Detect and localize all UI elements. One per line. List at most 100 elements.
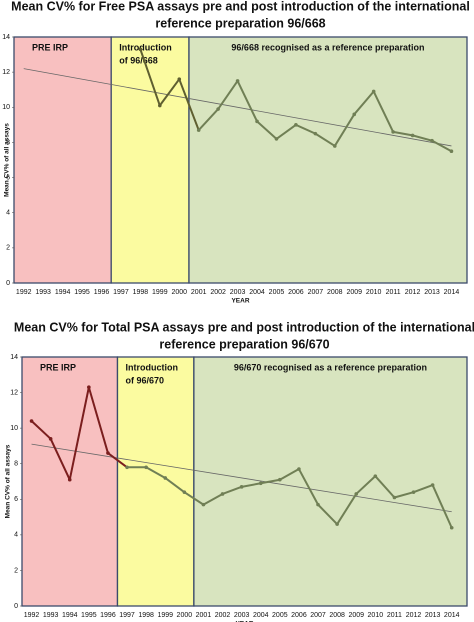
x-tick-label: 2002: [215, 612, 231, 619]
x-tick-label: 2001: [196, 612, 212, 619]
line-segment: [236, 80, 258, 122]
x-tick-label: 2005: [272, 612, 288, 619]
line-segment: [279, 468, 300, 481]
point: [392, 495, 397, 500]
x-tick-label: 1998: [133, 289, 149, 296]
point: [216, 107, 220, 111]
x-tick-label: 2009: [348, 612, 364, 619]
x-tick-label: 1992: [24, 612, 40, 619]
point: [163, 476, 168, 480]
x-tick-label: 1994: [55, 289, 71, 296]
line-segment: [107, 452, 128, 469]
x-tick-label: 1999: [157, 612, 173, 619]
line-segment: [355, 475, 377, 495]
line-segment: [336, 493, 358, 525]
line-segment: [412, 134, 433, 142]
x-tick-label: 2012: [406, 612, 422, 619]
y-tick-label: 2: [14, 567, 18, 574]
point: [352, 112, 357, 117]
line-segment: [183, 491, 204, 506]
point: [274, 137, 279, 141]
x-tick-label: 2007: [308, 289, 324, 296]
region: [188, 36, 468, 284]
point: [430, 483, 435, 487]
x-tick-label: 1995: [81, 612, 97, 619]
y-tick-label: 10: [2, 104, 10, 111]
point: [449, 525, 454, 530]
line-segment: [217, 80, 239, 110]
line-segment: [260, 478, 281, 485]
line-segment: [202, 493, 224, 506]
x-tick-label: 2013: [424, 289, 440, 296]
x-tick-label: 2006: [291, 612, 307, 619]
x-tick-label: 2003: [230, 289, 246, 296]
y-axis-label: Mean CV% of all assays: [4, 123, 11, 197]
y-tick-label: 8: [6, 139, 10, 146]
x-tick-label: 1997: [113, 289, 129, 296]
line-segment: [298, 468, 319, 506]
point: [258, 481, 263, 486]
y-tick-label: 4: [6, 210, 10, 217]
point: [201, 502, 206, 507]
x-tick-label: 2004: [249, 289, 265, 296]
point: [29, 419, 34, 423]
line-segment: [87, 386, 109, 454]
y-tick-label: 2: [6, 245, 10, 252]
line-segment: [372, 91, 395, 133]
chart-title: Mean CV% for Total PSA assays pre and po…: [14, 320, 474, 334]
point: [332, 144, 337, 148]
y-tick-label: 12: [10, 389, 18, 396]
region-label: Introduction: [119, 42, 172, 52]
line-segment: [222, 485, 242, 495]
trend-line: [23, 68, 452, 147]
y-tick-label: 6: [6, 174, 10, 181]
chart-title: Mean CV% for Free PSA assays pre and pos…: [11, 0, 470, 13]
line-segment: [392, 130, 413, 137]
line-segment: [394, 491, 414, 499]
trend-line: [31, 443, 452, 513]
line-segment: [241, 482, 261, 488]
x-tick-label: 2003: [234, 612, 250, 619]
x-tick-label: 2004: [253, 612, 269, 619]
point: [138, 47, 143, 52]
y-tick-label: 14: [2, 34, 10, 41]
x-tick-label: 2014: [444, 289, 460, 296]
line-segment: [49, 438, 71, 481]
point: [255, 119, 259, 124]
x-tick-label: 2011: [386, 289, 401, 296]
point: [87, 385, 91, 390]
chart-title: reference preparation 96/670: [159, 337, 329, 351]
line-segment: [295, 123, 316, 135]
line-segment: [431, 139, 452, 153]
x-tick-label: 2000: [177, 612, 193, 619]
x-tick-label: 2013: [425, 612, 441, 619]
region-label: 96/668 recognised as a reference prepara…: [231, 42, 424, 52]
point: [316, 502, 320, 507]
region: [116, 356, 195, 607]
point: [239, 485, 244, 489]
point: [235, 79, 240, 83]
point: [67, 477, 72, 482]
line-segment: [275, 124, 297, 140]
x-tick-label: 1998: [138, 612, 154, 619]
x-tick-label: 2014: [444, 612, 460, 619]
point: [278, 477, 282, 482]
line-segment: [317, 503, 338, 525]
point: [391, 130, 395, 134]
region: [193, 356, 468, 607]
line-segment: [333, 113, 356, 147]
line-segment: [413, 484, 433, 494]
line-segment: [374, 475, 396, 499]
x-tick-label: 1992: [16, 289, 32, 296]
x-tick-label: 1993: [35, 289, 51, 296]
x-tick-label: 2000: [171, 289, 187, 296]
region-label: of 96/668: [119, 55, 158, 65]
x-tick-label: 2005: [269, 289, 285, 296]
x-tick-label: 2006: [288, 289, 304, 296]
line-segment: [68, 387, 90, 480]
x-tick-label: 1994: [62, 612, 78, 619]
x-tick-label: 1996: [100, 612, 116, 619]
line-segment: [353, 90, 375, 115]
x-tick-label: 2008: [327, 289, 343, 296]
